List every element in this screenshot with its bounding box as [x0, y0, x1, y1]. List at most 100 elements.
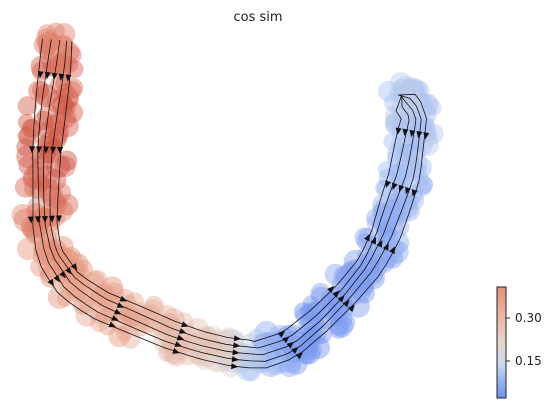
cell-point [38, 208, 57, 227]
streamline-arrowhead [116, 302, 125, 308]
cell-point [51, 182, 72, 203]
cell-point [413, 101, 432, 120]
cell-point [13, 208, 38, 232]
cell-point [56, 194, 79, 216]
streamline-arrowhead [416, 131, 423, 139]
cell-point [398, 123, 419, 144]
cell-point [29, 180, 47, 199]
cell-point [368, 257, 388, 277]
cell-point [45, 33, 62, 50]
streamline-arrowhead [29, 146, 36, 154]
cell-point [327, 291, 351, 315]
streamline-arrowhead [423, 132, 430, 140]
cell-point [298, 342, 321, 365]
cell-point [53, 257, 76, 280]
cell-point [115, 288, 135, 308]
cell-point [416, 93, 439, 117]
cell-point [359, 256, 381, 277]
cell-point [371, 246, 390, 265]
cell-point [362, 266, 385, 290]
cell-point [411, 92, 433, 114]
cell-point [38, 39, 57, 57]
cell-point [259, 353, 283, 378]
cell-point [401, 157, 425, 181]
cell-point [189, 339, 211, 361]
cell-point [356, 276, 374, 294]
cell-point [166, 335, 190, 359]
cell-point [411, 81, 430, 100]
cell-point [51, 35, 74, 58]
cell-point [58, 273, 81, 296]
cell-point [103, 282, 125, 304]
cell-point [16, 144, 40, 169]
cell-point [44, 215, 60, 231]
cell-point [365, 246, 389, 269]
cell-point [57, 86, 79, 108]
streamline-arrowhead [370, 237, 377, 245]
cell-point [72, 292, 94, 314]
streamline [49, 40, 410, 349]
cell-point [387, 207, 407, 226]
cell-point [37, 32, 59, 54]
cell-point [343, 249, 368, 274]
streamline [37, 39, 422, 362]
cell-point [21, 118, 41, 138]
cell-point [346, 268, 371, 292]
cell-point [251, 350, 272, 370]
cell-point [415, 132, 440, 157]
cell-point [59, 268, 84, 293]
cell-point [270, 350, 294, 374]
colorbar: 0.30 0.15 [496, 286, 542, 399]
cell-point [410, 101, 429, 119]
streamline-arrowhead [392, 182, 398, 191]
cell-point [49, 75, 70, 95]
streamline-arrowhead [34, 216, 41, 224]
cell-point [124, 292, 145, 312]
cell-point [346, 294, 370, 318]
streamline-arrowhead [385, 180, 391, 188]
cell-point [25, 222, 47, 245]
cell-point [392, 161, 412, 180]
streamline-arrowhead [231, 356, 239, 363]
cell-point [151, 315, 171, 336]
cell-point [241, 333, 258, 350]
cell-point [253, 332, 277, 356]
cell-point [306, 300, 327, 321]
cell-point [307, 336, 330, 359]
cell-point [366, 213, 386, 233]
cell-point [354, 277, 375, 297]
colorbar-tick-label: 0.30 [515, 311, 542, 325]
cell-point [36, 218, 60, 243]
cell-point [309, 321, 333, 345]
streamline-arrowhead [402, 128, 409, 137]
cell-point [301, 339, 323, 360]
cell-point [399, 93, 417, 112]
cell-point [178, 346, 198, 366]
colorbar-tick-label: 0.15 [515, 354, 542, 368]
cell-point [396, 159, 416, 179]
cell-point [85, 270, 105, 290]
streamline-arrowhead [364, 233, 370, 242]
cell-point [59, 41, 80, 63]
cell-point [391, 124, 408, 141]
cell-point [52, 94, 74, 116]
streamline-arrowhead [51, 72, 58, 80]
cell-point [204, 336, 225, 357]
cell-point [398, 198, 418, 218]
cell-point [388, 163, 406, 180]
streamline-arrowhead [119, 295, 128, 302]
cell-point [389, 71, 412, 94]
cell-point [245, 346, 268, 368]
cell-point [264, 352, 287, 376]
cell-point [351, 283, 371, 303]
cell-point [91, 284, 113, 306]
cell-point [54, 34, 74, 53]
cell-point [391, 163, 415, 188]
cell-point [33, 175, 51, 192]
cell-point [334, 309, 353, 328]
cell-point [334, 296, 355, 318]
cell-point [392, 78, 411, 96]
streamline-arrowhead [389, 246, 395, 255]
cell-point [236, 358, 260, 382]
cell-point [32, 239, 53, 260]
